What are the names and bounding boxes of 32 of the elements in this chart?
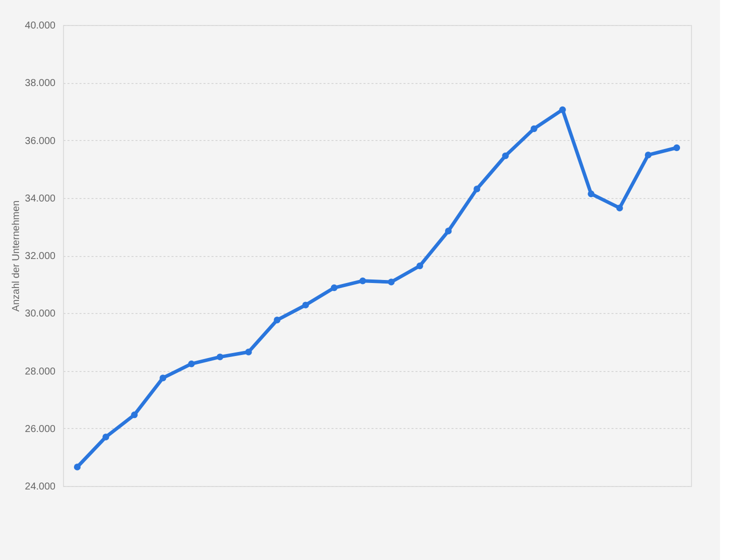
- point: [644, 152, 652, 158]
- point: [474, 186, 480, 192]
- y-tick-label: 26.000: [24, 424, 56, 435]
- point: [131, 411, 138, 418]
- point: [359, 278, 366, 284]
- point: [160, 374, 166, 382]
- y-axis-title: Anzahl der Unternehmen: [10, 200, 22, 312]
- y-tick-label: 38.000: [24, 78, 56, 90]
- y-tick-label: 28.000: [24, 366, 56, 378]
- point: [559, 106, 566, 114]
- point: [416, 262, 424, 270]
- point: [216, 354, 224, 360]
- y-tick-label: 40.000: [24, 20, 56, 32]
- point: [102, 434, 110, 440]
- y-tick-label: 30.000: [24, 308, 56, 320]
- y-tick-label: 24.000: [24, 482, 56, 492]
- point: [445, 228, 452, 234]
- point: [74, 464, 81, 470]
- point: [530, 125, 538, 132]
- y-tick-label: 32.000: [24, 251, 56, 262]
- point: [673, 144, 680, 152]
- point: [302, 302, 309, 308]
- point: [274, 316, 280, 324]
- point: [388, 278, 395, 286]
- point: [245, 348, 252, 356]
- point: [502, 152, 509, 160]
- y-tick-label: 34.000: [24, 193, 56, 204]
- point: [616, 204, 623, 212]
- point: [588, 190, 594, 198]
- point: [330, 284, 338, 292]
- point: [188, 360, 195, 368]
- y-tick-label: 36.000: [24, 136, 56, 147]
